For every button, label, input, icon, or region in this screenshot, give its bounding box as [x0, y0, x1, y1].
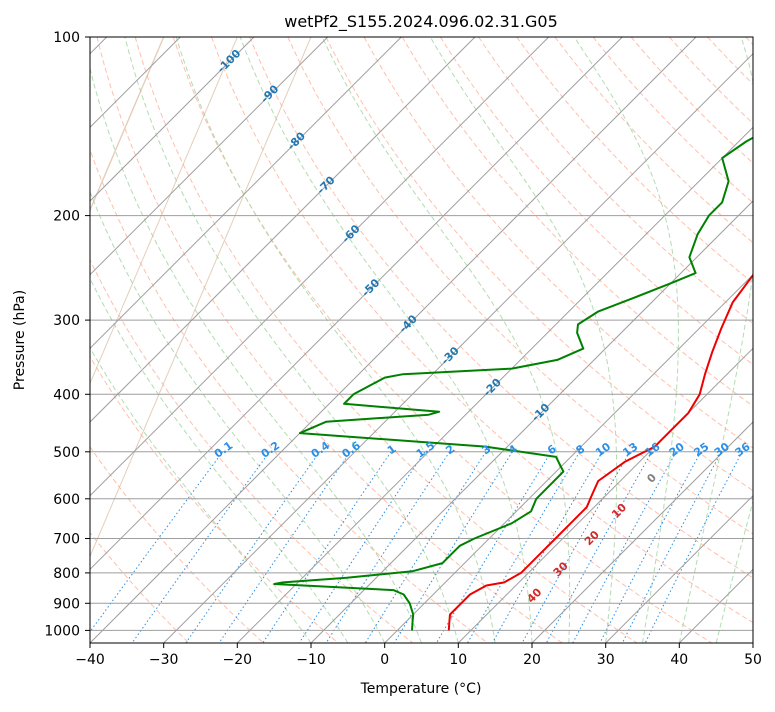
- y-tick-label: 500: [53, 445, 80, 461]
- x-tick-label: 0: [380, 652, 389, 668]
- x-tick-label: −20: [223, 652, 253, 668]
- y-tick-label: 600: [53, 492, 80, 508]
- y-tick-label: 100: [53, 30, 80, 46]
- y-tick-label: 700: [53, 532, 80, 548]
- x-tick-label: −40: [75, 652, 105, 668]
- x-tick-label: −30: [149, 652, 179, 668]
- chart-title: wetPf2_S155.2024.096.02.31.G05: [284, 12, 558, 32]
- y-tick-label: 300: [53, 313, 80, 329]
- x-tick-label: 50: [744, 652, 762, 668]
- y-tick-label: 400: [53, 387, 80, 403]
- x-axis-label: Temperature (°C): [360, 681, 482, 697]
- x-tick-label: 10: [449, 652, 467, 668]
- y-tick-label: 200: [53, 209, 80, 225]
- y-tick-label: 900: [53, 596, 80, 612]
- y-tick-label: 800: [53, 566, 80, 582]
- x-tick-label: 20: [523, 652, 541, 668]
- y-tick-label: 1000: [44, 623, 80, 639]
- x-tick-label: −10: [296, 652, 326, 668]
- y-axis-label: Pressure (hPa): [12, 290, 28, 390]
- x-tick-label: 30: [597, 652, 615, 668]
- x-tick-label: 40: [670, 652, 688, 668]
